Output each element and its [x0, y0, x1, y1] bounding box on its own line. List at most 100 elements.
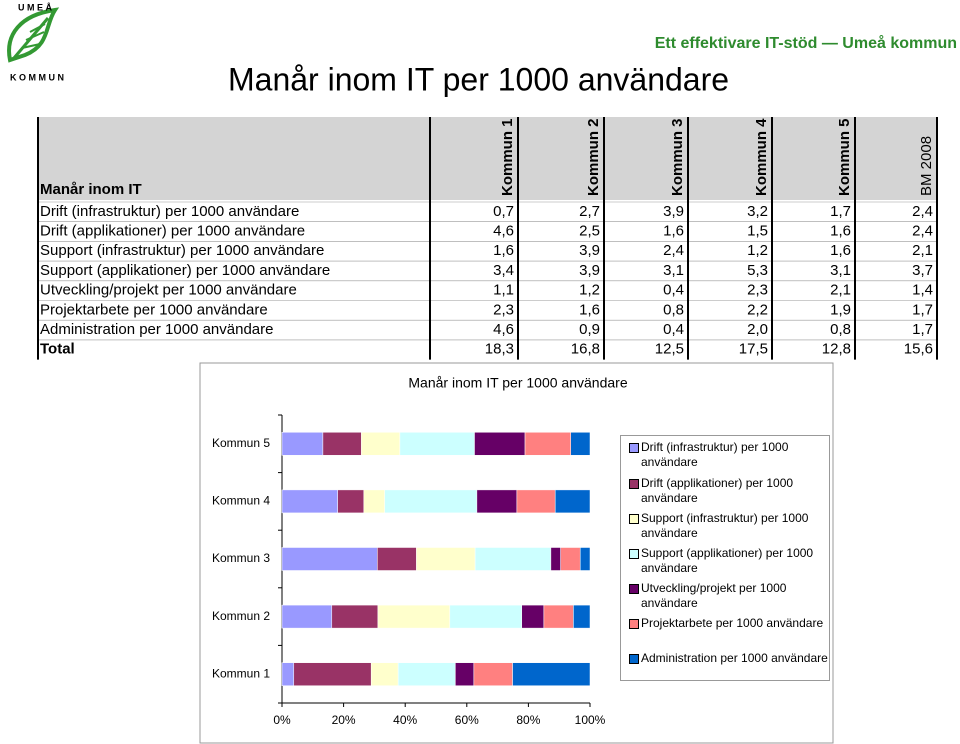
row-label: Administration per 1000 användare [40, 321, 273, 338]
bar-segment [474, 547, 552, 571]
cell: 3,2 [747, 203, 768, 220]
cell: 0,4 [663, 321, 684, 338]
column-header: Kommun 1 [499, 118, 516, 196]
x-tick-label: 20% [332, 713, 356, 727]
cell: 1,6 [830, 242, 851, 259]
cell: 2,3 [493, 301, 514, 318]
legend-label: Drift (applikationer) per 1000 användare [641, 476, 794, 505]
row-label: Drift (applikationer) per 1000 användare [40, 223, 305, 240]
bar-segment [512, 662, 591, 686]
bar-segment [363, 489, 385, 514]
bar-segment [281, 489, 338, 514]
cell: 2,1 [912, 242, 933, 259]
cell: 1,6 [663, 223, 684, 240]
cell: 2,2 [747, 301, 768, 318]
cell: 1,7 [912, 301, 933, 318]
bar-segment [579, 547, 591, 571]
x-tick-label: 80% [516, 713, 540, 727]
legend-swatch [629, 479, 639, 489]
cell: 2,3 [747, 282, 768, 299]
cell: 17,5 [739, 341, 768, 358]
row-label: Utveckling/projekt per 1000 användare [40, 282, 297, 299]
y-tick-label: Kommun 4 [212, 494, 270, 508]
bar-segment [521, 604, 545, 629]
cell: 0,8 [830, 321, 851, 338]
bar-segment [370, 662, 399, 686]
cell: 12,5 [655, 341, 684, 358]
cell: 1,6 [830, 223, 851, 240]
column-header: BM 2008 [918, 136, 935, 196]
legend-item: Support (applikationer) per 1000 använda… [629, 546, 837, 576]
cell: 2,1 [830, 282, 851, 299]
cell: 1,7 [912, 321, 933, 338]
legend-swatch [629, 654, 639, 664]
bar-segment [560, 547, 581, 571]
column-header: Kommun 5 [836, 118, 853, 196]
cell: 3,9 [663, 203, 684, 220]
bar-segment [474, 432, 526, 456]
bar-segment [476, 489, 518, 514]
bar-segment [455, 662, 475, 686]
legend-swatch [629, 514, 639, 524]
logo-top: U M E Å [18, 2, 53, 12]
cell: 1,2 [579, 282, 600, 299]
bar-segment [570, 432, 591, 456]
x-tick-label: 60% [455, 713, 479, 727]
legend-item: Projektarbete per 1000 användare [629, 616, 837, 631]
bar-segment [416, 547, 476, 571]
bar-segment [281, 604, 333, 629]
logo-bottom: K O M M U N [10, 72, 64, 82]
cell: 0,9 [579, 321, 600, 338]
bar-segment [377, 604, 451, 629]
legend-item: Administration per 1000 användare [629, 651, 837, 666]
cell: 2,5 [579, 223, 600, 240]
column-header: Kommun 2 [585, 118, 602, 196]
cell: 4,6 [493, 223, 514, 240]
row-label: Support (applikationer) per 1000 använda… [40, 262, 330, 279]
legend-label: Administration per 1000 användare [641, 651, 828, 665]
bar-segment [554, 489, 591, 514]
cell: 3,9 [579, 242, 600, 259]
cell: 4,6 [493, 321, 514, 338]
bar-segment [573, 604, 591, 629]
column-header: Kommun 4 [753, 118, 770, 196]
cell: 1,4 [912, 282, 933, 299]
y-tick-label: Kommun 1 [212, 666, 270, 680]
bar-segment [397, 662, 456, 686]
x-tick-label: 40% [393, 713, 417, 727]
cell: 0,7 [493, 203, 514, 220]
cell: 1,5 [747, 223, 768, 240]
y-tick-label: Kommun 5 [212, 436, 270, 450]
cell: 3,4 [493, 262, 514, 279]
cell: 3,7 [912, 262, 933, 279]
bar-segment [293, 662, 372, 686]
title: Manår inom IT per 1000 användare [228, 61, 729, 97]
bar-segment [399, 432, 475, 456]
cell: 3,1 [663, 262, 684, 279]
x-tick-label: 0% [273, 713, 291, 727]
cell: 18,3 [485, 341, 514, 358]
y-tick-label: Kommun 3 [212, 551, 270, 565]
bar-segment [384, 489, 478, 514]
cell: 0,8 [663, 301, 684, 318]
bar-segment [322, 432, 362, 456]
bar-segment [473, 662, 513, 686]
cell: 16,8 [571, 341, 600, 358]
bar-segment [361, 432, 401, 456]
row-label: Drift (infrastruktur) per 1000 användare [40, 203, 299, 220]
cell: 2,0 [747, 321, 768, 338]
cell: 15,6 [904, 341, 933, 358]
cell: 0,4 [663, 282, 684, 299]
bar-segment [331, 604, 379, 629]
y-tick-label: Kommun 2 [212, 609, 270, 623]
cell: 1,6 [493, 242, 514, 259]
cell: 3,1 [830, 262, 851, 279]
cell: 1,1 [493, 282, 514, 299]
legend-label: Support (infrastruktur) per 1000 använda… [641, 511, 809, 540]
column-header: Manår inom IT [40, 181, 142, 198]
legend-item: Support (infrastruktur) per 1000 använda… [629, 511, 837, 541]
cell: 5,3 [747, 262, 768, 279]
cell: 2,4 [912, 223, 933, 240]
chart-title: Manår inom IT per 1000 användare [408, 375, 627, 391]
